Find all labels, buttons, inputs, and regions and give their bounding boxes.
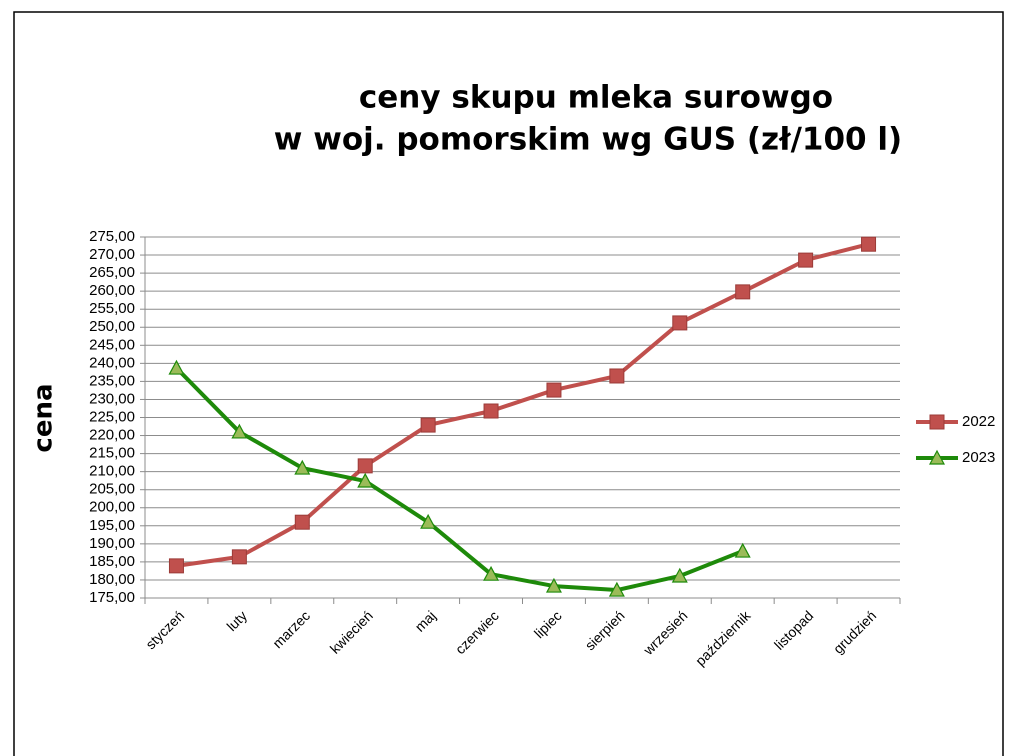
data-point — [798, 252, 814, 268]
y-tick-label: 250,00 — [89, 318, 135, 335]
y-tick-label: 230,00 — [89, 390, 135, 407]
data-point — [357, 458, 373, 474]
data-point — [734, 542, 751, 558]
y-tick-label: 215,00 — [89, 445, 135, 462]
y-tick-label: 205,00 — [89, 481, 135, 498]
y-tick-label: 180,00 — [89, 571, 135, 588]
y-tick-label: 225,00 — [89, 408, 135, 425]
data-point — [672, 315, 688, 331]
data-point — [420, 417, 436, 433]
data-point — [671, 567, 688, 583]
data-point — [168, 558, 184, 574]
y-tick-label: 255,00 — [89, 300, 135, 317]
legend-marker — [929, 414, 945, 430]
y-tick-label: 175,00 — [89, 589, 135, 606]
y-tick-label: 210,00 — [89, 463, 135, 480]
data-point — [545, 577, 562, 593]
y-tick-label: 200,00 — [89, 499, 135, 516]
y-tick-label: 245,00 — [89, 336, 135, 353]
y-tick-label: 190,00 — [89, 535, 135, 552]
data-point — [546, 382, 562, 398]
series-line — [176, 242, 870, 568]
data-point — [420, 513, 437, 529]
chart-title: ceny skupu mleka surowgo — [359, 80, 833, 116]
data-point — [294, 514, 310, 530]
data-point — [735, 284, 751, 300]
data-point — [608, 581, 625, 597]
y-tick-label: 240,00 — [89, 354, 135, 371]
y-tick-label: 260,00 — [89, 282, 135, 299]
y-tick-label: 235,00 — [89, 372, 135, 389]
y-axis-label: cena — [29, 383, 59, 452]
y-tick-label: 195,00 — [89, 517, 135, 534]
y-tick-label: 265,00 — [89, 264, 135, 281]
y-tick-label: 275,00 — [89, 228, 135, 245]
series-line — [175, 366, 744, 593]
legend-label: 2023 — [962, 449, 995, 466]
chart-border — [13, 11, 1004, 756]
legend-marker — [928, 449, 946, 465]
data-point — [294, 459, 311, 475]
data-point — [231, 423, 248, 439]
legend-label: 2022 — [962, 413, 995, 430]
data-point — [861, 236, 877, 252]
y-tick-label: 220,00 — [89, 427, 135, 444]
y-tick-label: 185,00 — [89, 553, 135, 570]
y-tick-label: 270,00 — [89, 246, 135, 263]
chart-title: w woj. pomorskim wg GUS (zł/100 l) — [274, 122, 902, 158]
data-point — [483, 565, 500, 581]
data-point — [609, 368, 625, 384]
data-point — [231, 549, 247, 565]
data-point — [483, 403, 499, 419]
data-point — [357, 472, 374, 488]
data-point — [168, 359, 185, 375]
